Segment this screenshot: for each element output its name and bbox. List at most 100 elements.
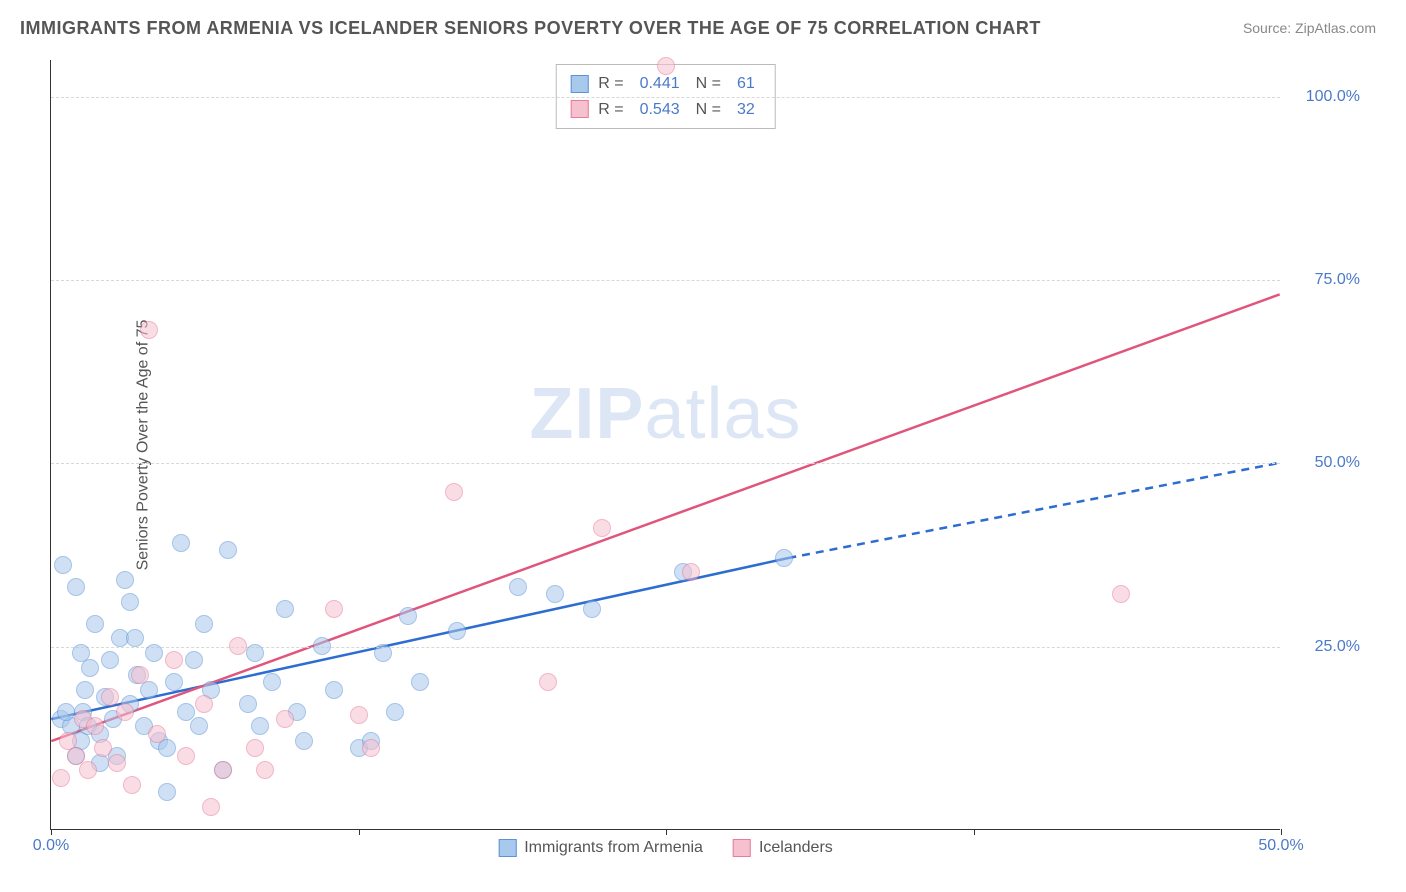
data-point (374, 644, 392, 662)
legend-swatch (570, 100, 588, 118)
legend-series-item: Icelanders (733, 839, 833, 857)
data-point (313, 637, 331, 655)
ytick-label: 100.0% (1290, 88, 1360, 106)
data-point (263, 673, 281, 691)
data-point (546, 585, 564, 603)
legend-swatch (570, 75, 588, 93)
legend-n-value: 61 (737, 71, 755, 97)
data-point (158, 739, 176, 757)
legend-r-label: R = (598, 97, 623, 123)
data-point (219, 541, 237, 559)
trendline (51, 294, 1279, 741)
data-point (54, 556, 72, 574)
xtick-mark (666, 829, 667, 835)
data-point (86, 615, 104, 633)
xtick-mark (974, 829, 975, 835)
data-point (123, 776, 141, 794)
legend-r-value: 0.441 (640, 71, 680, 97)
data-point (195, 695, 213, 713)
data-point (362, 739, 380, 757)
data-point (79, 761, 97, 779)
data-point (86, 717, 104, 735)
data-point (67, 578, 85, 596)
data-point (148, 725, 166, 743)
data-point (583, 600, 601, 618)
data-point (448, 622, 466, 640)
xtick-mark (51, 829, 52, 835)
data-point (1112, 585, 1130, 603)
data-point (246, 739, 264, 757)
data-point (295, 732, 313, 750)
data-point (101, 651, 119, 669)
data-point (386, 703, 404, 721)
trendline-dashed (788, 463, 1279, 558)
data-point (276, 600, 294, 618)
data-point (165, 673, 183, 691)
data-point (682, 563, 700, 581)
data-point (158, 783, 176, 801)
data-point (116, 571, 134, 589)
legend-series-item: Immigrants from Armenia (498, 839, 703, 857)
ytick-label: 25.0% (1290, 638, 1360, 656)
data-point (177, 747, 195, 765)
data-point (94, 739, 112, 757)
xtick-mark (359, 829, 360, 835)
legend-swatch (498, 839, 516, 857)
legend-n-label: N = (696, 97, 721, 123)
data-point (165, 651, 183, 669)
data-point (131, 666, 149, 684)
data-point (325, 600, 343, 618)
data-point (256, 761, 274, 779)
data-point (145, 644, 163, 662)
data-point (140, 321, 158, 339)
data-point (399, 607, 417, 625)
plot-area: Seniors Poverty Over the Age of 75 ZIPat… (50, 60, 1280, 830)
ytick-label: 75.0% (1290, 271, 1360, 289)
data-point (57, 703, 75, 721)
data-point (108, 754, 126, 772)
ytick-label: 50.0% (1290, 454, 1360, 472)
legend-series-label: Icelanders (759, 839, 833, 857)
data-point (214, 761, 232, 779)
data-point (185, 651, 203, 669)
data-point (325, 681, 343, 699)
data-point (251, 717, 269, 735)
data-point (202, 798, 220, 816)
legend-correlation-row: R = 0.543 N = 32 (570, 97, 761, 123)
data-point (172, 534, 190, 552)
trendline (51, 558, 788, 719)
data-point (81, 659, 99, 677)
legend-n-value: 32 (737, 97, 755, 123)
data-point (239, 695, 257, 713)
chart-title: IMMIGRANTS FROM ARMENIA VS ICELANDER SEN… (20, 18, 1041, 39)
data-point (101, 688, 119, 706)
data-point (190, 717, 208, 735)
legend-series-label: Immigrants from Armenia (524, 839, 703, 857)
data-point (509, 578, 527, 596)
legend-series: Immigrants from Armenia Icelanders (498, 839, 833, 857)
data-point (246, 644, 264, 662)
data-point (52, 769, 70, 787)
legend-swatch (733, 839, 751, 857)
trend-lines-svg (51, 60, 1280, 829)
data-point (121, 593, 139, 611)
gridline (51, 463, 1280, 464)
legend-r-value: 0.543 (640, 97, 680, 123)
gridline (51, 97, 1280, 98)
data-point (276, 710, 294, 728)
data-point (126, 629, 144, 647)
data-point (593, 519, 611, 537)
data-point (657, 57, 675, 75)
data-point (116, 703, 134, 721)
data-point (411, 673, 429, 691)
data-point (445, 483, 463, 501)
data-point (140, 681, 158, 699)
legend-n-label: N = (696, 71, 721, 97)
data-point (72, 644, 90, 662)
gridline (51, 280, 1280, 281)
data-point (76, 681, 94, 699)
xtick-label: 50.0% (1258, 837, 1303, 855)
data-point (350, 706, 368, 724)
legend-r-label: R = (598, 71, 623, 97)
data-point (775, 549, 793, 567)
